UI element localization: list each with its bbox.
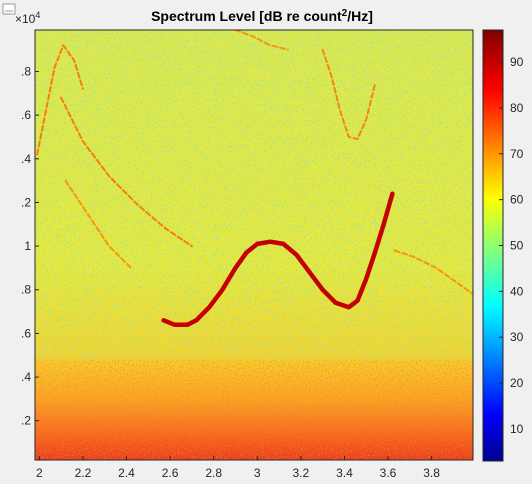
colorbar-tick-label: 70 — [510, 147, 524, 161]
spectral-track-main-call — [161, 191, 395, 327]
spectrogram-cyan-speckle — [35, 30, 473, 360]
y-tick-label: 1 — [24, 239, 31, 253]
y-tick-label: .6 — [21, 326, 31, 340]
x-tick-label: 2.2 — [75, 466, 92, 480]
x-tick-label: 2.4 — [118, 466, 135, 480]
colorbar-tick-label: 90 — [510, 55, 524, 69]
colorbar: 90 80 70 60 50 40 30 20 10 — [482, 29, 524, 462]
colorbar-tick-label: 60 — [510, 193, 524, 207]
figure-toolbar-icon[interactable] — [2, 3, 16, 15]
y-axis: .8 .6 .4 .2 1 .8 .6 .4 .2 — [21, 64, 39, 428]
x-axis: 2 2.2 2.4 2.6 2.8 3 3.2 3.4 3.6 3.8 — [36, 456, 440, 480]
x-tick-label: 3.8 — [423, 466, 440, 480]
x-tick-label: 3.4 — [336, 466, 353, 480]
colorbar-ticks: 90 80 70 60 50 40 30 20 10 — [499, 55, 524, 436]
y-tick-label: .2 — [21, 195, 31, 209]
y-tick-label: .4 — [21, 370, 31, 384]
spectral-track-faint-arc-left — [36, 44, 84, 156]
x-tick-label: 3.6 — [380, 466, 397, 480]
spectrogram-red-speckle — [35, 360, 473, 460]
y-tick-label: .4 — [21, 152, 31, 166]
y-tick-label: .8 — [21, 283, 31, 297]
x-tick-label: 2 — [36, 466, 43, 480]
spectral-track-faint-arc-top — [234, 30, 289, 51]
colorbar-tick-label: 80 — [510, 101, 524, 115]
chart-title: Spectrum Level [dB re count2/Hz] — [151, 8, 373, 24]
colorbar-tick-label: 20 — [510, 376, 524, 390]
y-axis-exponent: ×104 — [15, 10, 40, 26]
spectral-track-faint-arc-right-lower — [393, 249, 473, 296]
x-tick-label: 3.2 — [293, 466, 310, 480]
colorbar-tick-label: 40 — [510, 284, 524, 298]
spectral-track-faint-arc-right-upper — [321, 48, 376, 141]
x-tick-label: 2.6 — [162, 466, 179, 480]
spectral-track-faint-arc-descending-2 — [64, 179, 132, 269]
x-tick-label: 2.8 — [205, 466, 222, 480]
y-tick-label: .2 — [21, 414, 31, 428]
plot-area — [34, 29, 474, 461]
y-tick-label: .8 — [21, 64, 31, 78]
spectrogram-features — [36, 30, 473, 327]
x-tick-label: 3 — [254, 466, 261, 480]
colorbar-tick-label: 50 — [510, 239, 524, 253]
colorbar-tick-label: 10 — [510, 422, 524, 436]
colorbar-tick-label: 30 — [510, 330, 524, 344]
y-tick-label: .6 — [21, 108, 31, 122]
spectral-track-faint-arc-descending — [60, 96, 193, 248]
